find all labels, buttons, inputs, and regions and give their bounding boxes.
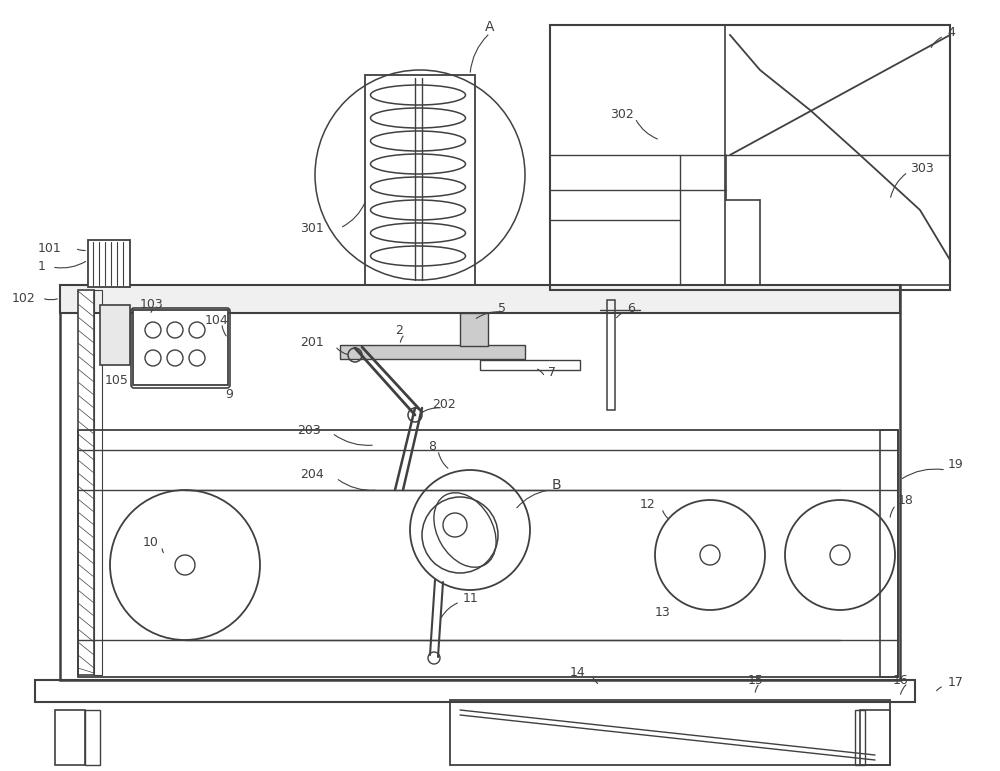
Bar (94, 290, 102, 675)
Bar (100, 305, 130, 365)
Bar (365, 75, 475, 285)
Text: 101: 101 (38, 241, 62, 254)
Text: 10: 10 (143, 537, 159, 550)
Text: 14: 14 (570, 665, 586, 678)
Text: B: B (552, 478, 562, 492)
Text: 4: 4 (947, 25, 955, 39)
Text: 6: 6 (627, 301, 635, 315)
Bar (133, 310, 228, 385)
Bar (607, 300, 615, 410)
Text: 102: 102 (12, 291, 36, 305)
Bar (340, 345, 525, 359)
Text: 105: 105 (105, 373, 129, 386)
Bar (855, 710, 865, 765)
Text: 9: 9 (225, 389, 233, 402)
Bar (85, 710, 100, 765)
Bar (860, 710, 890, 765)
Bar (88, 240, 130, 287)
Bar (78, 430, 898, 677)
Text: 302: 302 (610, 109, 634, 122)
Text: 12: 12 (640, 499, 656, 511)
Bar (480, 360, 580, 370)
Text: 301: 301 (300, 221, 324, 234)
Bar (550, 25, 950, 290)
Bar (450, 700, 890, 765)
Bar (880, 430, 898, 677)
Bar (60, 285, 900, 680)
Text: 19: 19 (948, 459, 964, 472)
Text: 18: 18 (898, 493, 914, 507)
Text: 2: 2 (395, 324, 403, 336)
Text: 7: 7 (548, 366, 556, 379)
Text: 13: 13 (655, 605, 671, 618)
Text: 15: 15 (748, 674, 764, 686)
Bar (55, 710, 85, 765)
Text: A: A (485, 20, 495, 34)
Text: 203: 203 (297, 423, 321, 436)
Text: 204: 204 (300, 469, 324, 482)
Text: 8: 8 (428, 440, 436, 453)
Text: 303: 303 (910, 161, 934, 174)
Bar (78, 290, 94, 675)
Text: 17: 17 (948, 676, 964, 689)
Text: 5: 5 (498, 301, 506, 315)
Text: 201: 201 (300, 336, 324, 349)
Bar (60, 285, 900, 313)
Text: 1: 1 (38, 261, 46, 274)
Bar (35, 680, 915, 702)
Text: 103: 103 (140, 298, 164, 311)
Text: 16: 16 (893, 674, 909, 686)
Bar (460, 313, 488, 346)
Text: 202: 202 (432, 399, 456, 412)
Text: 11: 11 (463, 591, 479, 604)
Text: 104: 104 (205, 314, 229, 326)
